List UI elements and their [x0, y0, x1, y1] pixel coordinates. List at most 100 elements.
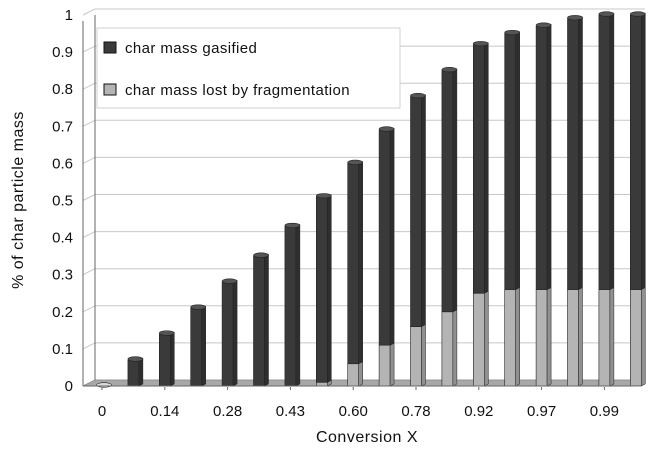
- bar-front: [504, 33, 517, 290]
- bar-stack: [598, 11, 615, 387]
- bar-stack: [567, 15, 583, 387]
- bar-cap: [410, 93, 426, 99]
- bar-cap: [347, 159, 364, 165]
- legend-label-fragmentation: char mass lost by fragmentation: [125, 82, 350, 99]
- bar-segment-gasified: [598, 12, 615, 290]
- bar-segment-gasified: [284, 224, 301, 387]
- bar-cap: [284, 222, 301, 229]
- bar-stack: [441, 67, 458, 387]
- bar-front: [567, 289, 579, 387]
- x-axis-title: Conversion X: [316, 429, 418, 446]
- bar-segment-gasified: [410, 94, 426, 328]
- x-tick-label: 0.97: [527, 403, 556, 420]
- bar-stack: [629, 11, 646, 387]
- bar-front: [378, 344, 391, 387]
- gridline-side: [82, 82, 96, 90]
- bar-side: [515, 287, 520, 387]
- bar-cap: [504, 29, 521, 36]
- bar-side: [452, 309, 458, 387]
- bar-side: [515, 31, 520, 290]
- bar-segment-fragmentation: [441, 309, 458, 387]
- bar-cap: [253, 252, 269, 258]
- bar-segment-fragmentation: [504, 287, 520, 387]
- bar-front: [598, 289, 611, 387]
- bar-stack: [159, 330, 175, 387]
- bar-segment-gasified: [315, 194, 332, 383]
- bar-side: [201, 305, 206, 387]
- bar-front: [441, 70, 454, 313]
- bar-side: [609, 287, 615, 387]
- bar-front: [190, 307, 202, 387]
- bar-cap: [315, 193, 332, 199]
- gridline-side: [82, 156, 96, 164]
- bar-segment-fragmentation: [378, 342, 395, 387]
- y-tick-label: 1: [65, 7, 73, 24]
- bar-segment-fragmentation: [535, 287, 552, 387]
- bar-cap: [535, 22, 552, 28]
- bar-stack: [535, 22, 552, 387]
- x-tick-label: 0.60: [339, 403, 368, 420]
- bar-segment-fragmentation: [598, 287, 615, 387]
- x-tick-label: 0.78: [401, 403, 430, 420]
- bar-segment-gasified: [535, 23, 552, 290]
- bar-segment-fragmentation: [472, 290, 489, 387]
- y-tick-label: 0.2: [52, 304, 73, 321]
- bar-stack: [410, 93, 426, 387]
- y-tick-label: 0.4: [52, 230, 73, 247]
- y-tick-label: 0.9: [52, 44, 73, 61]
- x-tick-label: 0: [98, 403, 106, 420]
- bar-segment-gasified: [190, 305, 206, 387]
- gridline-side: [82, 231, 96, 239]
- y-axis-title: % of char particle mass: [10, 111, 27, 289]
- bar-cap: [629, 11, 646, 17]
- y-tick-label: 0: [65, 378, 73, 395]
- y-tick-label: 0.8: [52, 81, 73, 98]
- bar-cap: [472, 41, 489, 47]
- bar-front: [535, 289, 548, 387]
- bar-segment-fragmentation: [629, 287, 646, 387]
- bar-front: [567, 18, 579, 290]
- x-tick-label: 0.43: [276, 403, 305, 420]
- bar-side: [295, 224, 301, 387]
- gridline-side: [82, 268, 96, 276]
- bar-front: [629, 289, 642, 387]
- bar-front: [472, 44, 485, 294]
- bar-front: [504, 289, 517, 387]
- legend: char mass gasified char mass lost by fra…: [96, 27, 401, 109]
- bar-segment-gasified: [472, 42, 489, 294]
- bar-front: [629, 14, 642, 290]
- gridline-side: [82, 194, 96, 201]
- x-tick-label: 0.92: [464, 403, 493, 420]
- bar-cap: [96, 382, 112, 388]
- bar-stack: [504, 29, 521, 387]
- bar-side: [421, 94, 426, 328]
- bar-segment-gasified: [347, 160, 363, 365]
- bar-stack: [96, 382, 112, 388]
- bar-front: [315, 381, 328, 387]
- y-tick-label: 0.7: [52, 118, 73, 135]
- bar-side: [421, 324, 426, 387]
- gridline-side: [82, 8, 96, 16]
- bar-stack: [472, 41, 489, 387]
- bar-front: [598, 14, 611, 290]
- bar-cap: [378, 126, 395, 132]
- bar-front: [347, 363, 360, 387]
- bar-front: [284, 226, 297, 387]
- bar-front: [378, 129, 391, 346]
- bar-cap: [190, 304, 206, 310]
- bar-side: [484, 42, 489, 294]
- y-tick-label: 0.3: [52, 267, 73, 284]
- bar-stack: [127, 356, 144, 387]
- bar-side: [170, 331, 175, 387]
- bar-side: [358, 361, 363, 387]
- bar-side: [138, 357, 144, 387]
- bar-segment-gasified: [221, 279, 238, 387]
- bar-side: [546, 287, 552, 387]
- bar-stack: [378, 126, 395, 387]
- bar-stack: [221, 278, 238, 387]
- x-tick-label: 0.28: [213, 403, 242, 420]
- bar-side: [484, 290, 489, 387]
- bar-segment-gasified: [629, 12, 646, 290]
- bar-side: [389, 342, 395, 387]
